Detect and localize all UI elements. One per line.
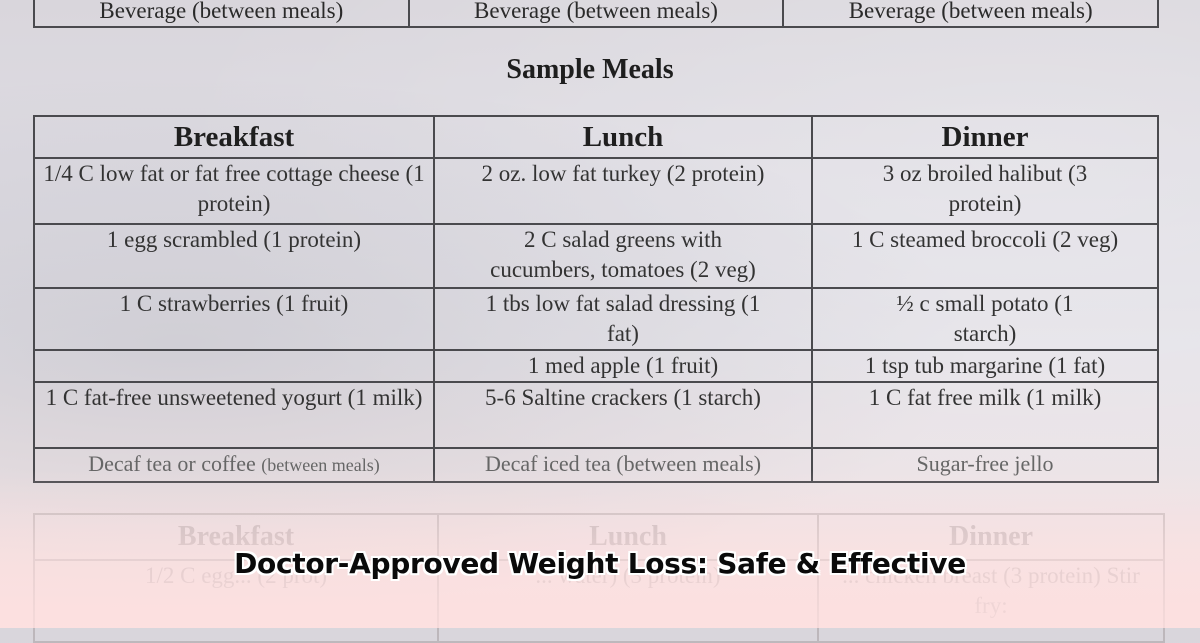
table-cell: Beverage (between meals): [782, 0, 1159, 28]
previous-table-tail: Beverage (between meals) Beverage (betwe…: [33, 0, 1159, 28]
table-cell: Beverage (between meals): [33, 0, 410, 28]
table-row: 1 med apple (1 fruit) 1 tsp tub margarin…: [33, 349, 1159, 383]
pink-gradient-overlay: [0, 470, 1200, 628]
table-row: 1 egg scrambled (1 protein) 2 C salad gr…: [33, 223, 1159, 289]
table-cell: 1 C fat-free unsweetened yogurt (1 milk): [33, 381, 435, 449]
table-cell: 1 C fat free milk (1 milk): [811, 381, 1159, 449]
table-row: 1/4 C low fat or fat free cottage cheese…: [33, 157, 1159, 225]
table-cell: 1 egg scrambled (1 protein): [33, 223, 435, 289]
table-cell: 1 tsp tub margarine (1 fat): [811, 349, 1159, 383]
column-header-breakfast: Breakfast: [33, 115, 435, 159]
table-cell: 5-6 Saltine crackers (1 starch): [433, 381, 813, 449]
table-cell: 1 tbs low fat salad dressing (1 fat): [433, 287, 813, 351]
column-header-lunch: Lunch: [433, 115, 813, 159]
table-row: 1 C fat-free unsweetened yogurt (1 milk)…: [33, 381, 1159, 449]
table-cell: 1/4 C low fat or fat free cottage cheese…: [33, 157, 435, 225]
header-row: Breakfast Lunch Dinner: [33, 115, 1159, 159]
table-cell: [33, 349, 435, 383]
caption-headline: Doctor-Approved Weight Loss: Safe & Effe…: [234, 547, 966, 580]
beverage-row: Beverage (between meals) Beverage (betwe…: [33, 0, 1159, 28]
table-cell: ½ c small potato (1 starch): [811, 287, 1159, 351]
table-cell: 2 oz. low fat turkey (2 protein): [433, 157, 813, 225]
section-title: Sample Meals: [506, 54, 674, 85]
table-cell: 2 C salad greens with cucumbers, tomatoe…: [433, 223, 813, 289]
table-cell: 3 oz broiled halibut (3 protein): [811, 157, 1159, 225]
table-row: 1 C strawberries (1 fruit) 1 tbs low fat…: [33, 287, 1159, 351]
column-header-dinner: Dinner: [811, 115, 1159, 159]
table-cell: 1 C steamed broccoli (2 veg): [811, 223, 1159, 289]
sample-meals-table: Breakfast Lunch Dinner 1/4 C low fat or …: [33, 115, 1159, 483]
table-cell: 1 C strawberries (1 fruit): [33, 287, 435, 351]
table-cell: Beverage (between meals): [407, 0, 785, 28]
table-cell: 1 med apple (1 fruit): [433, 349, 813, 383]
